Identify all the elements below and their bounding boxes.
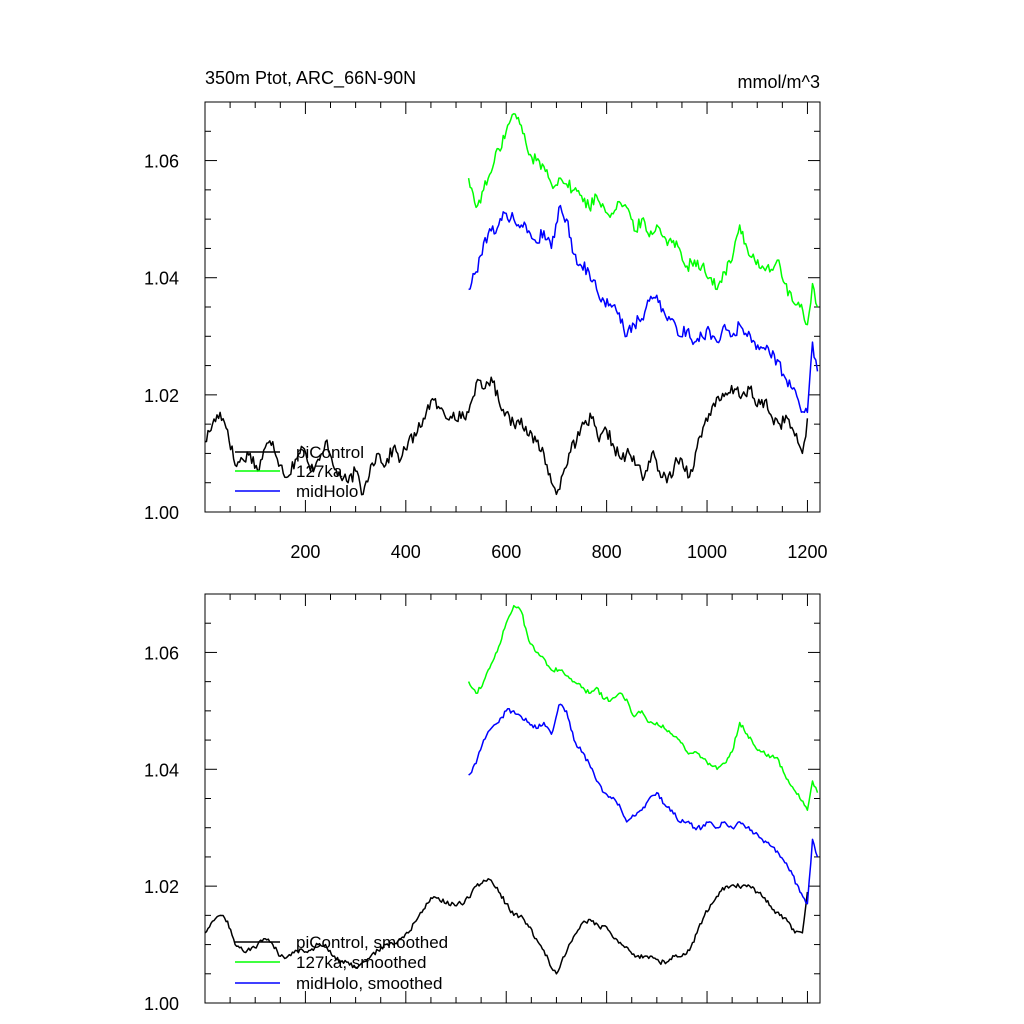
y-tick-label: 1.06 — [144, 643, 179, 663]
legend-label: piControl — [296, 443, 364, 462]
series-line-127ka — [467, 112, 819, 326]
series-line-picontrol — [205, 376, 809, 496]
series-line-midholo-smoothed — [468, 703, 819, 905]
x-tick-label: 1200 — [787, 542, 827, 562]
series-line-midholo — [468, 204, 819, 414]
panel-top: 200 400 600 800 1000 1200 1.00 1.02 1.04 1.06 piCo… — [144, 101, 827, 562]
units-label: mmol/m^3 — [738, 72, 820, 92]
legend-label: piControl, smoothed — [296, 933, 448, 952]
y-tick-label: 1.02 — [144, 877, 179, 897]
legend-label: midHolo, smoothed — [296, 974, 442, 993]
y-tick-label: 1.02 — [144, 386, 179, 406]
chart-title: 350m Ptot, ARC_66N-90N — [205, 68, 416, 89]
x-tick-label: 1000 — [687, 542, 727, 562]
y-tick-label: 1.04 — [144, 269, 179, 289]
legend-label: 127ka, smoothed — [296, 953, 426, 972]
legend-label: 127ka — [296, 462, 343, 481]
y-tick-label: 1.00 — [144, 503, 179, 523]
x-tick-label: 400 — [391, 542, 421, 562]
series-line-127ka-smoothed — [467, 604, 819, 811]
series-line-picontrol-smoothed — [205, 878, 809, 975]
panel-bottom: 1.00 1.02 1.04 1.06 piControl, smoothed127ka… — [144, 593, 821, 1014]
legend-label: midHolo — [296, 482, 358, 501]
x-tick-label: 800 — [592, 542, 622, 562]
x-tick-label: 600 — [491, 542, 521, 562]
y-tick-label: 1.06 — [144, 152, 179, 172]
y-tick-label: 1.00 — [144, 994, 179, 1014]
y-tick-label: 1.04 — [144, 760, 179, 780]
x-tick-label: 200 — [290, 542, 320, 562]
